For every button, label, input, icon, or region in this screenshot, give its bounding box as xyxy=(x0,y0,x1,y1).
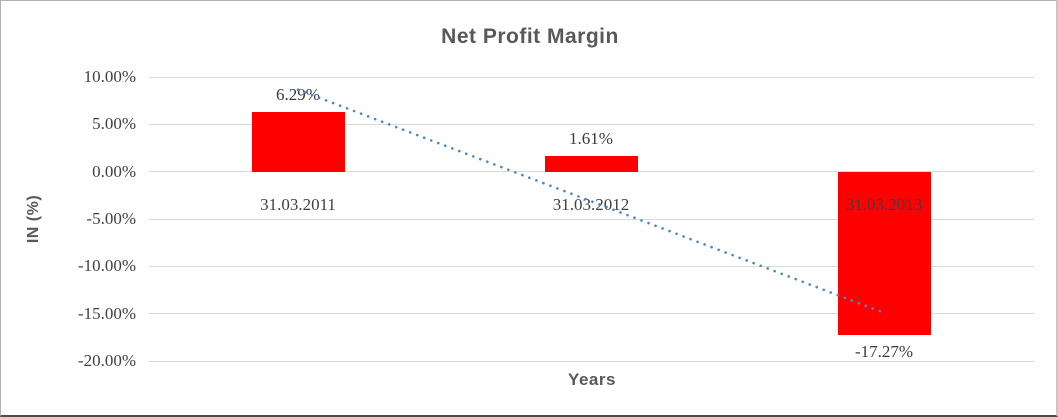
bar[interactable] xyxy=(251,112,345,172)
y-tick-label: -15.00% xyxy=(77,303,136,323)
gridline xyxy=(149,171,1034,173)
y-tick-label: -10.00% xyxy=(77,256,136,276)
bar[interactable] xyxy=(837,171,931,336)
gridline xyxy=(149,360,1034,362)
chart-title: Net Profit Margin xyxy=(441,25,619,48)
gridline xyxy=(149,123,1034,125)
category-label: 31.03.2012 xyxy=(552,195,630,214)
category-label: 31.03.2011 xyxy=(260,195,336,214)
gridline xyxy=(149,265,1034,267)
data-label: -17.27% xyxy=(854,342,914,362)
y-tick-label: -20.00% xyxy=(77,351,136,371)
gridline xyxy=(149,218,1034,220)
x-axis-title: Years xyxy=(568,370,616,389)
gridline xyxy=(149,76,1034,78)
y-tick-label: 5.00% xyxy=(92,114,136,134)
y-tick-label: 0.00% xyxy=(92,161,136,181)
bar[interactable] xyxy=(544,156,638,172)
gridline xyxy=(149,313,1034,315)
y-tick-label: 10.00% xyxy=(83,67,136,87)
category-label: 31.03.2013 xyxy=(845,195,923,214)
y-tick-label: -5.00% xyxy=(86,209,136,229)
data-label: 6.29% xyxy=(276,85,320,105)
data-label: 1.61% xyxy=(569,129,613,149)
